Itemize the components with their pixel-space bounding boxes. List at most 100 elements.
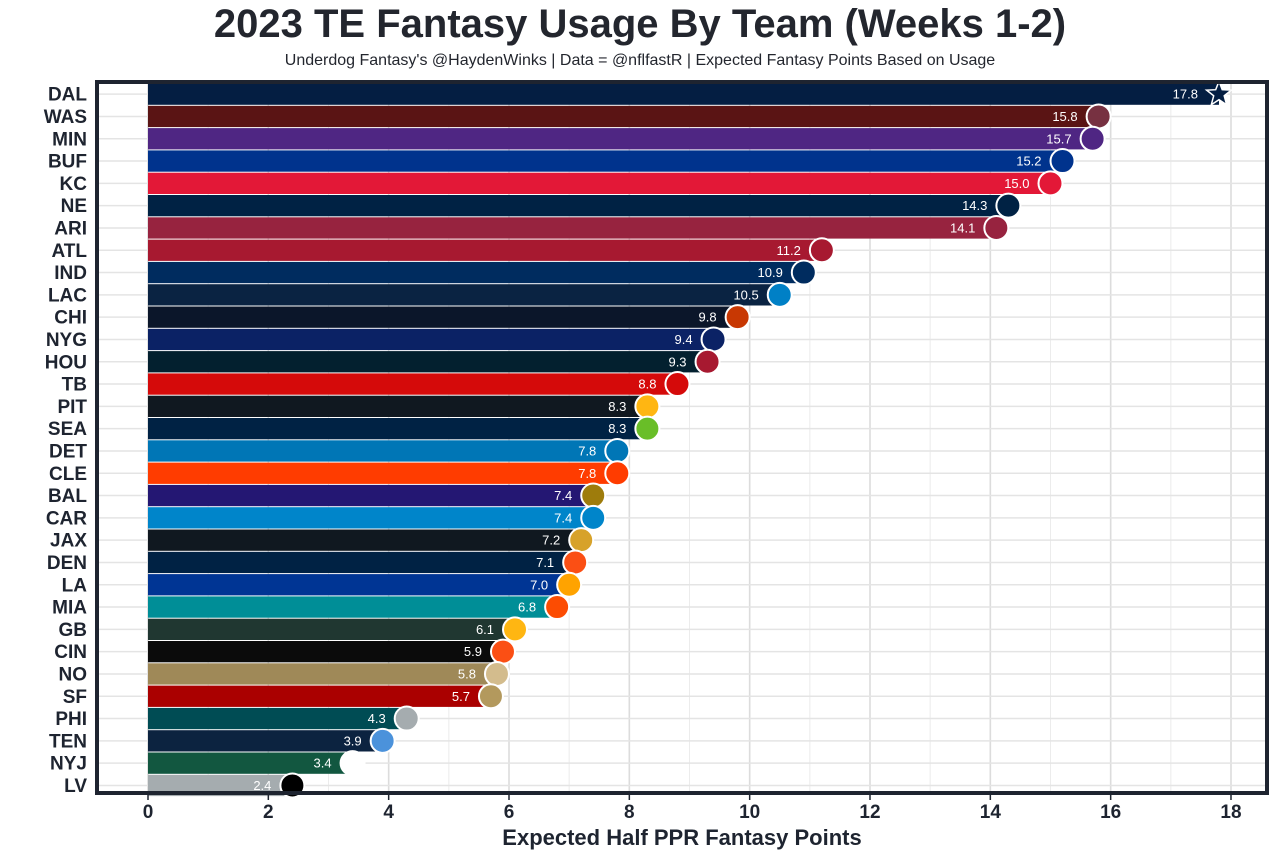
value-label-sf: 5.7 (452, 689, 470, 704)
x-tick-label: 0 (143, 802, 154, 823)
value-labels-group: 17.8 15.8 15.7 15.2 15.0 14.3 14.1 11.2 10.910.5… (253, 87, 1198, 793)
x-tick-label: 12 (859, 802, 880, 823)
y-tick-label: DET (49, 441, 87, 462)
value-label-phi: 4.3 (368, 711, 386, 726)
team-logo-chi-icon (724, 304, 751, 331)
y-tick-label: SF (63, 687, 87, 708)
team-logo-ne-icon (995, 192, 1022, 219)
x-axis-label: Expected Half PPR Fantasy Points (502, 825, 861, 850)
y-tick-label: NE (61, 196, 87, 217)
team-logo-mia-icon (544, 594, 571, 621)
y-tick-label: TEN (49, 731, 87, 752)
bar-dal (148, 83, 1219, 105)
y-tick-label: MIN (52, 129, 87, 150)
value-label-chi: 9.8 (699, 310, 717, 325)
bar-ten (148, 730, 383, 752)
team-logo-car-icon (580, 504, 607, 531)
x-tick-label: 16 (1100, 802, 1121, 823)
bar-ari (148, 217, 997, 239)
bar-sf (148, 685, 491, 707)
y-tick-label: ATL (51, 241, 87, 262)
x-tick-label: 6 (504, 802, 515, 823)
y-tick-label: WAS (44, 107, 87, 128)
y-tick-label: PIT (57, 397, 87, 418)
team-logo-lac-icon (766, 281, 793, 308)
bar-chi (148, 306, 738, 328)
plot-frame (95, 80, 1269, 795)
chart-subtitle: Underdog Fantasy's @HaydenWinks | Data =… (284, 52, 996, 69)
team-logo-ten-icon (369, 727, 396, 754)
team-logo-phi-icon (393, 705, 420, 732)
bar-den (148, 551, 576, 574)
value-label-was: 15.8 (1052, 109, 1077, 124)
value-label-bal: 7.4 (554, 488, 572, 503)
bar-was (148, 105, 1099, 128)
value-label-ne: 14.3 (962, 198, 987, 213)
value-label-lv: 2.4 (253, 778, 271, 793)
bar-ind (148, 261, 804, 284)
bar-hou (148, 351, 708, 373)
y-tick-label: TB (62, 375, 87, 396)
value-label-kc: 15.0 (1004, 176, 1029, 191)
bar-cin (148, 641, 503, 663)
team-logo-nyg-icon (700, 326, 727, 353)
team-logo-hou-icon (694, 348, 721, 375)
bar-car (148, 507, 594, 529)
bar-lac (148, 284, 780, 306)
y-tick-label: NYG (46, 330, 87, 351)
team-logo-buf-icon (1049, 148, 1076, 175)
bar-nyg (148, 328, 714, 351)
x-tick-label: 2 (263, 802, 274, 823)
team-logo-gb-icon (502, 616, 529, 643)
y-tick-label: CIN (54, 642, 87, 663)
bar-cle (148, 462, 618, 484)
y-tick-label: LV (64, 776, 87, 797)
bar-pit (148, 395, 648, 417)
bar-min (148, 128, 1093, 150)
team-logo-was-icon (1085, 103, 1112, 130)
team-logo-cle-icon (604, 460, 631, 487)
value-label-car: 7.4 (554, 510, 572, 525)
bar-lv (148, 774, 293, 797)
team-logo-la-icon (556, 571, 583, 598)
y-tick-label: IND (54, 263, 87, 284)
team-logos-group (279, 79, 1234, 799)
value-label-lac: 10.5 (733, 287, 758, 302)
value-label-gb: 6.1 (476, 622, 494, 637)
y-tick-label: LA (62, 575, 88, 596)
y-tick-label: JAX (50, 531, 87, 552)
y-tick-label: LAC (48, 285, 87, 306)
bar-tb (148, 373, 678, 395)
bar-mia (148, 596, 558, 618)
bar-bal (148, 484, 594, 507)
y-tick-label: KC (60, 174, 88, 195)
value-label-atl: 11.2 (777, 243, 801, 258)
value-label-cin: 5.9 (464, 644, 482, 659)
x-tick-label: 8 (624, 802, 635, 823)
value-label-det: 7.8 (578, 443, 596, 458)
value-label-mia: 6.8 (518, 600, 536, 615)
y-tick-label: GB (59, 620, 88, 641)
value-label-sea: 8.3 (608, 421, 626, 436)
team-logo-dal-icon (1204, 79, 1234, 107)
bar-kc (148, 172, 1051, 194)
y-tick-label: NYJ (50, 754, 87, 775)
value-label-la: 7.0 (530, 577, 548, 592)
bar-la (148, 574, 570, 596)
value-label-buf: 15.2 (1016, 154, 1041, 169)
value-label-pit: 8.3 (608, 399, 626, 414)
value-label-den: 7.1 (536, 555, 554, 570)
value-label-ten: 3.9 (344, 733, 362, 748)
value-label-no: 5.8 (458, 666, 476, 681)
team-logo-sea-icon (634, 415, 661, 442)
y-tick-label: HOU (45, 352, 87, 373)
team-logo-cin-icon (489, 638, 516, 665)
bar-nyj (148, 752, 353, 774)
value-label-tb: 8.8 (638, 377, 656, 392)
y-tick-label: PHI (55, 709, 87, 730)
team-logo-ari-icon (983, 214, 1010, 241)
x-tick-label: 10 (739, 802, 760, 823)
bar-no (148, 663, 497, 685)
team-logo-min-icon (1079, 125, 1106, 152)
y-tick-label: CLE (49, 464, 87, 485)
